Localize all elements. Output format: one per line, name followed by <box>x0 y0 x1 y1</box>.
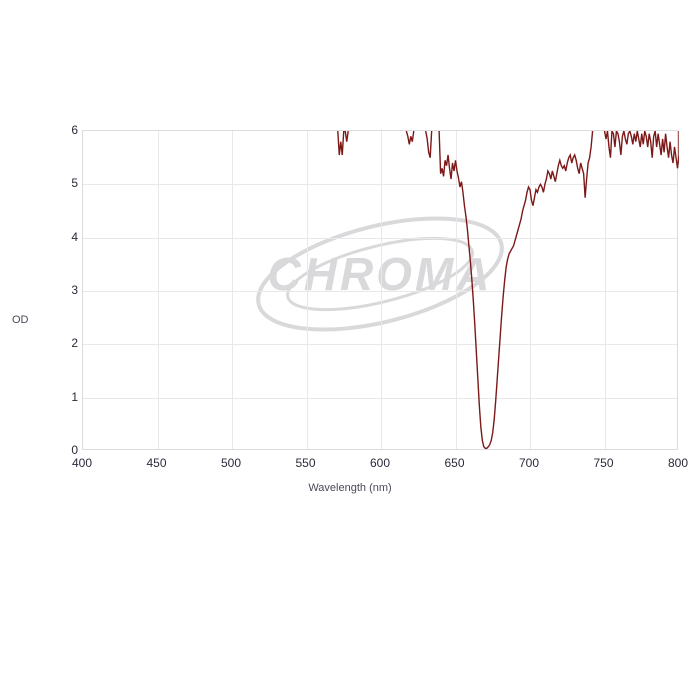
x-tick-label: 650 <box>435 456 475 470</box>
x-tick-label: 600 <box>360 456 400 470</box>
x-tick-label: 700 <box>509 456 549 470</box>
y-axis-label: OD <box>12 314 29 326</box>
x-tick-label: 500 <box>211 456 251 470</box>
plot-area: CHROMA <box>82 130 678 450</box>
x-tick-label: 750 <box>584 456 624 470</box>
x-tick-label: 800 <box>658 456 698 470</box>
y-tick-label: 5 <box>28 176 78 190</box>
y-tick-label: 6 <box>28 123 78 137</box>
x-tick-label: 400 <box>62 456 102 470</box>
x-tick-label: 550 <box>286 456 326 470</box>
y-tick-label: 1 <box>28 390 78 404</box>
spectrum-line-svg <box>83 131 679 451</box>
x-tick-label: 450 <box>137 456 177 470</box>
y-tick-label: 4 <box>28 230 78 244</box>
y-tick-label: 0 <box>28 443 78 457</box>
y-tick-label: 2 <box>28 336 78 350</box>
y-tick-label: 3 <box>28 283 78 297</box>
spectrum-path <box>338 131 679 448</box>
x-axis-label: Wavelength (nm) <box>308 482 391 494</box>
spectrum-chart: CHROMA 0123456 4004505005506006507007508… <box>22 130 678 510</box>
